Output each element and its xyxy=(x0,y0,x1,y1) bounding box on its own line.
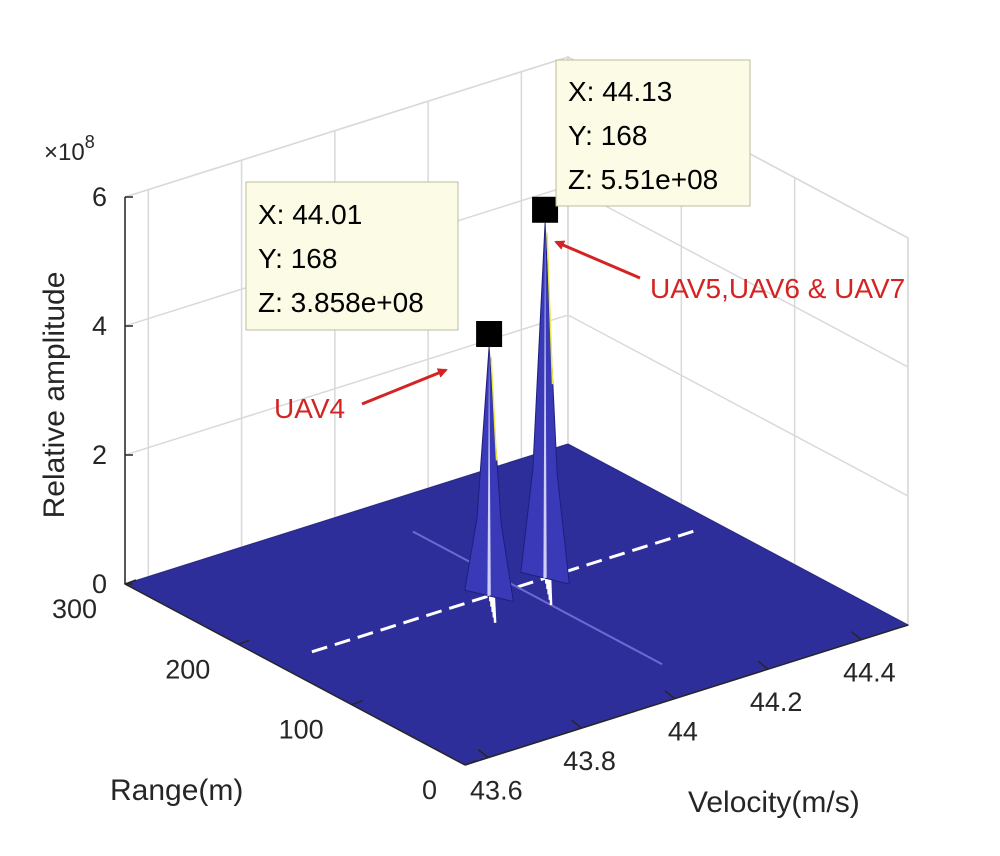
y-tick-mark-0 xyxy=(464,760,477,766)
annotation-uav4-arrow xyxy=(361,368,448,406)
annotation-uav567-label: UAV5,UAV6 & UAV7 xyxy=(650,273,905,304)
peaks-layer xyxy=(464,196,570,623)
datatip-uav4-box xyxy=(245,181,459,331)
datatip-uav4-x: X: 44.01 xyxy=(258,199,362,230)
velocity-axis-line xyxy=(464,624,909,766)
x-tick-mark-2 xyxy=(664,690,676,700)
axes-layer: 0 2 4 6 43.6 43.8 44 44.2 44.4 0 100 200 300 xyxy=(52,182,909,806)
z-exponent-power: 8 xyxy=(85,132,95,152)
z-tick-label-2: 4 xyxy=(92,311,107,341)
peak-1 xyxy=(520,196,570,606)
y-tick-label-2: 200 xyxy=(165,654,210,684)
z-tick-label-3: 6 xyxy=(92,182,107,212)
y-tick-mark-1 xyxy=(351,699,363,706)
range-axis-label: Range(m) xyxy=(110,774,243,807)
x-tick-label-2: 44 xyxy=(668,717,698,747)
annotation-uav4-label: UAV4 xyxy=(274,393,345,424)
peak-0-highlight xyxy=(487,347,491,597)
x-tick-mark-3 xyxy=(757,660,769,670)
peak-0-edge xyxy=(490,356,498,461)
z-exponent-base: ×10 xyxy=(44,139,85,166)
annotation-uav567-arrow xyxy=(554,240,641,280)
datatip-uav4[interactable]: X: 44.01 Y: 168 Z: 3.858e+08 xyxy=(245,181,459,331)
x-tick-label-0: 43.6 xyxy=(470,776,523,806)
datatip-uav567-y: Y: 168 xyxy=(568,120,647,151)
datatip-uav4-y: Y: 168 xyxy=(258,243,337,274)
annotation-uav4: UAV4 xyxy=(274,368,448,424)
z-tick-label-1: 2 xyxy=(92,440,107,470)
peak-1-highlight xyxy=(543,222,547,579)
y-tick-mark-3 xyxy=(124,579,137,585)
annotation-uav567: UAV5,UAV6 & UAV7 xyxy=(554,240,905,304)
datatip-uav567[interactable]: X: 44.13 Y: 168 Z: 5.51e+08 xyxy=(555,59,751,207)
y-tick-label-3: 300 xyxy=(52,594,97,624)
range-axis-line xyxy=(124,583,466,766)
relative-amplitude-axis-label: Relative amplitude xyxy=(38,272,71,519)
x-tick-mark-0 xyxy=(477,749,489,759)
x-tick-label-4: 44.4 xyxy=(843,658,896,688)
z-exponent-label: ×108 xyxy=(44,132,95,166)
datatip-uav567-x: X: 44.13 xyxy=(568,76,672,107)
y-tick-label-0: 0 xyxy=(422,775,437,805)
y-tick-label-1: 100 xyxy=(279,715,324,745)
z-tick-label-0: 0 xyxy=(92,569,107,599)
velocity-axis-label: Velocity(m/s) xyxy=(688,786,860,819)
x-tick-mark-1 xyxy=(571,719,583,729)
y-tick-mark-2 xyxy=(238,639,250,646)
x-tick-mark-4 xyxy=(850,631,862,641)
peak-0-marker[interactable] xyxy=(476,321,503,348)
x-tick-label-1: 43.8 xyxy=(563,746,616,776)
datatip-uav567-z: Z: 5.51e+08 xyxy=(568,164,718,195)
peak-0 xyxy=(464,321,515,623)
x-tick-label-3: 44.2 xyxy=(750,687,803,717)
datatip-uav4-z: Z: 3.858e+08 xyxy=(258,287,424,318)
peak-1-edge xyxy=(546,232,554,385)
datatip-uav567-box xyxy=(555,59,751,207)
range-ridge xyxy=(412,530,663,666)
peak-1-marker[interactable] xyxy=(532,196,559,223)
